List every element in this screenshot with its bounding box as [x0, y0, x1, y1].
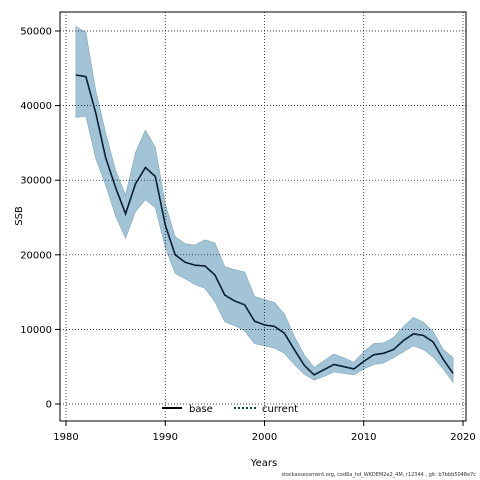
- y-tick-label-30000: 30000: [20, 176, 52, 187]
- y-axis-title: SSB: [14, 206, 25, 226]
- x-tick-label-1990: 1990: [153, 432, 178, 443]
- grid-layer: [60, 12, 466, 421]
- x-tick-label-2000: 2000: [252, 432, 277, 443]
- series-line-current: [75, 74, 454, 377]
- y-tick-label-40000: 40000: [20, 101, 52, 112]
- x-tick-label-1980: 1980: [53, 432, 78, 443]
- axes-layer: 1980 1990 2000 2010 2020 0 10000 20000 30000 4000…: [20, 11, 476, 443]
- y-tick-label-10000: 10000: [20, 325, 52, 336]
- confidence-band: [75, 25, 454, 384]
- legend-label-base: base: [189, 404, 213, 415]
- plot-frame: [59, 11, 467, 422]
- y-tick-label-20000: 20000: [20, 250, 52, 261]
- x-tick-label-2020: 2020: [450, 432, 475, 443]
- confidence-band-layer: [75, 25, 454, 384]
- legend: base current: [162, 404, 298, 415]
- series-layer: [75, 74, 454, 377]
- y-tick-label-50000: 50000: [20, 27, 52, 38]
- legend-label-current: current: [262, 404, 298, 415]
- y-tick-label-0: 0: [46, 400, 52, 411]
- x-axis-title: Years: [250, 458, 277, 469]
- x-tick-label-2010: 2010: [351, 432, 376, 443]
- footer-credit: stockassessment.org, cod6a_hd_WKDEM2e2_4…: [281, 472, 476, 478]
